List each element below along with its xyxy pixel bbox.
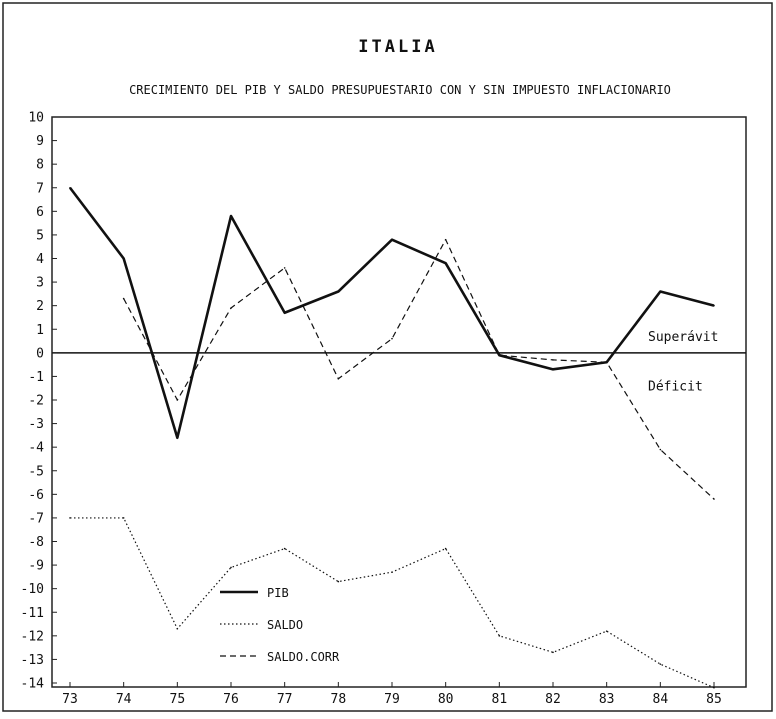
data-point-saldo: [659, 663, 662, 665]
data-point-saldo: [444, 547, 447, 550]
data-point-pib: [283, 311, 286, 314]
y-tick-label: 4: [36, 252, 44, 267]
data-point-saldo: [283, 547, 286, 550]
data-point-saldo-corr: [230, 307, 232, 309]
x-tick-label: 82: [545, 692, 561, 707]
data-point-saldo: [176, 627, 179, 630]
chart-subtitle: CRECIMIENTO DEL PIB Y SALDO PRESUPUESTAR…: [129, 83, 671, 97]
y-tick-label: 7: [36, 181, 44, 196]
data-point-saldo-corr: [552, 359, 554, 361]
data-point-pib: [713, 304, 715, 307]
x-tick-label: 80: [438, 692, 454, 707]
x-tick-label: 79: [384, 692, 400, 707]
y-axis: 109876543210-1-2-3-4-5-6-7-8-9-10-11-12-…: [21, 111, 57, 692]
x-tick-label: 84: [653, 692, 669, 707]
deficit-label: Déficit: [648, 380, 703, 395]
data-point-saldo: [713, 686, 715, 689]
data-point-saldo: [337, 580, 340, 583]
x-tick-label: 75: [170, 692, 186, 707]
y-tick-label: 6: [36, 205, 44, 220]
y-tick-label: -9: [28, 559, 44, 574]
data-point-pib: [230, 215, 232, 217]
x-tick-label: 78: [331, 692, 347, 707]
data-point-saldo-corr: [283, 267, 286, 269]
legend-label-pib: PIB: [267, 586, 289, 600]
y-tick-label: -11: [21, 606, 44, 621]
y-tick-label: 0: [36, 346, 44, 361]
x-tick-label: 73: [62, 692, 78, 707]
data-point-pib: [176, 436, 179, 439]
y-tick-label: 1: [36, 323, 44, 338]
y-tick-label: -6: [28, 488, 44, 503]
y-tick-label: -12: [21, 629, 44, 644]
y-tick-label: 10: [28, 111, 44, 126]
y-tick-label: -5: [28, 464, 44, 479]
legend: PIB SALDO SALDO.CORR: [220, 586, 340, 664]
data-point-saldo: [391, 571, 393, 573]
data-point-pib: [122, 257, 125, 260]
legend-label-saldo: SALDO: [267, 618, 303, 632]
data-point-saldo: [498, 635, 501, 637]
chart-title: ITALIA: [358, 37, 437, 57]
data-point-saldo: [605, 630, 608, 632]
x-tick-label: 74: [116, 692, 132, 707]
x-tick-label: 83: [599, 692, 615, 707]
data-point-saldo-corr: [659, 448, 662, 451]
data-point-saldo: [69, 517, 71, 519]
y-tick-label: -13: [21, 653, 44, 668]
data-point-saldo-corr: [713, 498, 715, 500]
x-axis: 73 74 75 76 77 78 79 80 81 82 83 84 85: [62, 682, 722, 707]
data-point-pib: [444, 262, 447, 265]
x-tick-label: 85: [706, 692, 722, 707]
data-point-saldo: [122, 517, 125, 519]
y-tick-label: -2: [28, 394, 44, 409]
y-tick-label: -10: [21, 582, 44, 597]
data-point-pib: [391, 238, 393, 241]
plot-area: [51, 116, 747, 688]
series-layer: [68, 186, 715, 689]
y-tick-label: -7: [28, 511, 44, 526]
data-point-saldo-corr: [337, 377, 340, 380]
data-point-saldo-corr: [176, 399, 179, 401]
y-tick-label: 5: [36, 228, 44, 243]
x-tick-label: 77: [277, 692, 293, 707]
data-point-saldo-corr: [391, 337, 393, 340]
data-point-saldo-corr: [605, 361, 608, 364]
data-point-saldo-corr: [444, 238, 447, 241]
data-point-pib: [659, 290, 662, 293]
x-tick-label: 76: [223, 692, 239, 707]
data-point-pib: [337, 290, 340, 293]
y-tick-label: 3: [36, 276, 44, 291]
series-line-saldo: [70, 517, 715, 689]
y-tick-label: -3: [28, 417, 44, 432]
legend-label-saldo-corr: SALDO.CORR: [267, 650, 340, 664]
y-tick-label: -14: [21, 677, 45, 692]
y-tick-label: 2: [36, 299, 44, 314]
data-point-saldo: [552, 651, 554, 654]
y-tick-label: 8: [36, 158, 44, 173]
x-tick-label: 81: [492, 692, 508, 707]
y-tick-label: 9: [36, 134, 44, 149]
series-line-pib: [68, 186, 715, 440]
data-point-pib: [69, 186, 71, 189]
y-tick-label: -1: [28, 370, 44, 385]
series-line-saldo-corr: [123, 239, 715, 500]
superavit-label: Superávit: [648, 330, 718, 345]
y-tick-label: -4: [28, 441, 44, 456]
data-point-saldo: [230, 566, 232, 569]
data-point-saldo-corr: [498, 354, 501, 356]
y-tick-label: -8: [28, 535, 44, 550]
data-point-pib: [552, 368, 554, 371]
data-point-saldo-corr: [122, 297, 125, 300]
